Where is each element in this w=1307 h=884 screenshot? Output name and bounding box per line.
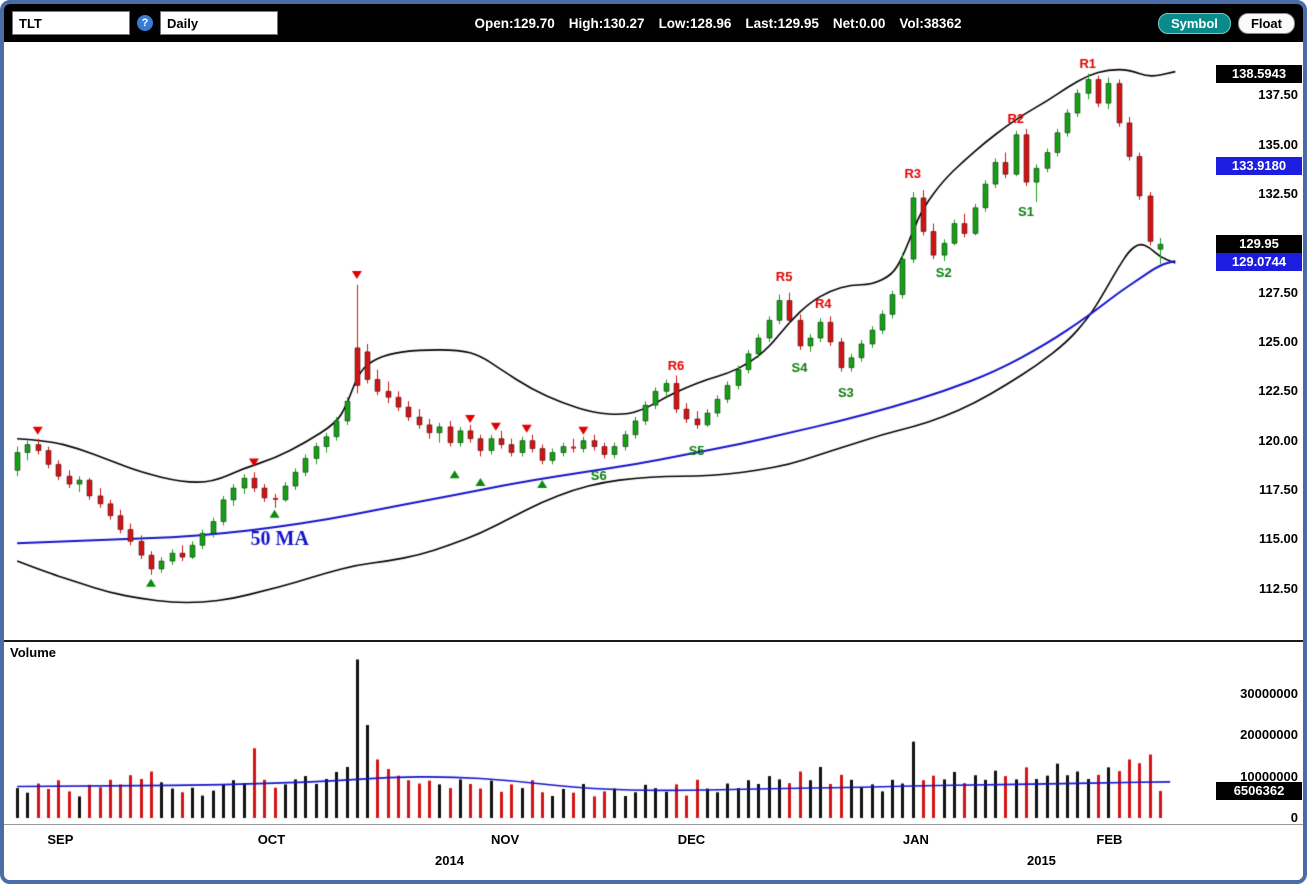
time-axis: SEP OCT NOV DEC JAN FEB 2014 2015 <box>4 825 1181 877</box>
volume-axis-tick: 30000000 <box>1240 685 1298 701</box>
quote-open: Open:129.70 <box>474 15 555 31</box>
price-axis: 137.50135.00132.50130.00127.50125.00122.… <box>1181 42 1303 640</box>
quote-last: Last:129.95 <box>745 15 819 31</box>
price-axis-tick: 117.50 <box>1258 482 1298 497</box>
price-axis-tick: 132.50 <box>1258 185 1298 201</box>
quote-bar: Open:129.70 High:130.27 Low:128.96 Last:… <box>285 16 1151 31</box>
period-dropdown[interactable]: Daily <box>160 11 278 35</box>
time-axis-month: FEB <box>1096 832 1123 847</box>
volume-axis-badge: 6506362 <box>1216 781 1302 800</box>
price-axis-tick: 127.50 <box>1258 284 1298 300</box>
price-axis-tick: 135.00 <box>1258 136 1298 152</box>
volume-axis-tick: 0 <box>1290 810 1298 825</box>
quote-low: Low:128.96 <box>658 15 732 31</box>
help-icon[interactable]: ? <box>137 15 153 31</box>
float-button[interactable]: Float <box>1237 12 1295 34</box>
price-axis-badge: 133.9180 <box>1216 156 1302 175</box>
time-axis-month: SEP <box>47 832 74 847</box>
price-axis-tick: 120.00 <box>1258 432 1298 448</box>
quote-high: High:130.27 <box>568 15 645 31</box>
price-axis-tick: 125.00 <box>1258 333 1298 349</box>
time-axis-year: 2015 <box>1026 853 1056 868</box>
quote-net: Net:0.00 <box>832 15 886 31</box>
volume-axis: 30000000 20000000 10000000 0 6506362 <box>1181 642 1303 825</box>
quote-volume: Vol:38362 <box>899 15 962 31</box>
chart-region: 137.50135.00132.50130.00127.50125.00122.… <box>4 42 1303 880</box>
time-axis-month: OCT <box>257 832 286 847</box>
price-axis-tick: 137.50 <box>1258 87 1298 103</box>
time-axis-month: JAN <box>902 832 929 847</box>
toolbar: ? Daily Open:129.70 High:130.27 Low:128.… <box>4 4 1303 42</box>
volume-axis-tick: 10000000 <box>1240 768 1298 784</box>
symbol-button[interactable]: Symbol <box>1157 12 1231 34</box>
price-axis-badge: 129.0744 <box>1216 252 1302 271</box>
time-axis-month: NOV <box>491 832 520 847</box>
price-axis-tick: 122.50 <box>1258 383 1298 399</box>
time-axis-year: 2014 <box>435 853 464 868</box>
volume-chart-canvas[interactable] <box>4 642 1181 824</box>
price-axis-tick: 112.50 <box>1258 580 1298 596</box>
price-axis-badge: 138.5943 <box>1216 64 1302 83</box>
volume-pane: Volume 30000000 20000000 10000000 0 6506362 <box>4 642 1303 825</box>
price-pane: 137.50135.00132.50130.00127.50125.00122.… <box>4 42 1303 642</box>
volume-pane-title: Volume <box>10 645 56 660</box>
volume-axis-tick: 20000000 <box>1240 727 1298 742</box>
price-axis-tick: 115.00 <box>1258 531 1298 547</box>
price-axis-badge: 129.95 <box>1216 235 1302 254</box>
time-axis-month: DEC <box>677 832 706 847</box>
price-chart-canvas[interactable] <box>4 42 1181 640</box>
symbol-input[interactable] <box>12 11 130 35</box>
